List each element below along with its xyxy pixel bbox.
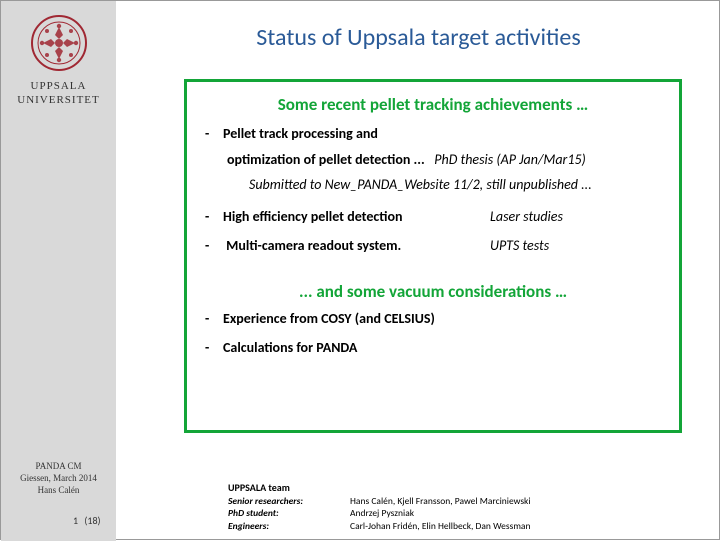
footer-location: Giessen, March 2014 — [1, 472, 116, 484]
page-current: 1 — [73, 514, 78, 527]
bullet-dash: - — [205, 125, 223, 143]
team-row-2: PhD student:Andrzej Pyszniak — [228, 507, 531, 520]
content-box: Some recent pellet tracking achievements… — [184, 79, 682, 433]
bullet-1-text: Pellet track processing and — [223, 125, 378, 142]
bullet-1-sub2: Submitted to New_PANDA_Website 11/2, sti… — [205, 176, 661, 194]
bullet-2-text: High efficiency pellet detection — [223, 208, 402, 225]
bullet-4-text: Experience from COSY (and CELSIUS) — [223, 310, 435, 327]
team-role-3: Engineers: — [228, 520, 350, 533]
section-heading-1: Some recent pellet tracking achievements… — [205, 94, 661, 115]
university-name-line1: UPPSALA — [17, 79, 100, 93]
bullet-2: -High efficiency pellet detection Laser … — [205, 208, 661, 226]
bullet-dash: - — [205, 237, 223, 255]
footer-event: PANDA CM — [1, 460, 116, 472]
bullet-1-sub-italic: PhD thesis (AP Jan/Mar15) — [434, 151, 586, 168]
team-row-3: Engineers:Carl-Johan Fridén, Elin Hellbe… — [228, 520, 531, 533]
university-name-line2: UNIVERSITET — [17, 93, 100, 107]
bullet-dash: - — [205, 310, 223, 328]
sidebar: UPPSALA UNIVERSITET PANDA CM Giessen, Ma… — [1, 1, 116, 541]
bullet-5-text: Calculations for PANDA — [223, 339, 357, 356]
team-role-2: PhD student: — [228, 507, 350, 520]
university-seal-icon — [29, 13, 89, 73]
page-number: 1 (18) — [73, 514, 101, 527]
bullet-1-sub: optimization of pellet detection ... PhD… — [205, 151, 661, 169]
team-names-1: Hans Calén, Kjell Fransson, Pawel Marcin… — [350, 495, 531, 507]
main-content: Status of Uppsala target activities Some… — [116, 1, 720, 541]
team-names-3: Carl-Johan Fridén, Elin Hellbeck, Dan We… — [350, 520, 530, 532]
bullet-1-sub-bold: optimization of pellet detection ... — [227, 151, 428, 168]
bullet-5: -Calculations for PANDA — [205, 339, 661, 357]
sidebar-footer: PANDA CM Giessen, March 2014 Hans Calén — [1, 460, 116, 496]
team-names-2: Andrzej Pyszniak — [350, 507, 414, 519]
team-row-1: Senior researchers:Hans Calén, Kjell Fra… — [228, 495, 531, 508]
bullet-dash: - — [205, 208, 223, 226]
university-name: UPPSALA UNIVERSITET — [17, 79, 100, 108]
bullet-3-note: UPTS tests — [490, 237, 661, 255]
footer-author: Hans Calén — [1, 484, 116, 496]
team-title: UPPSALA team — [228, 481, 531, 495]
bullet-dash: - — [205, 339, 223, 357]
section-heading-2: ... and some vacuum considerations … — [205, 281, 661, 302]
team-role-1: Senior researchers: — [228, 495, 350, 508]
bullet-3: - Multi-camera readout system. UPTS test… — [205, 237, 661, 255]
bullet-3-text: Multi-camera readout system. — [226, 237, 401, 254]
bullet-4: -Experience from COSY (and CELSIUS) — [205, 310, 661, 328]
bullet-2-note: Laser studies — [490, 208, 661, 226]
page-title: Status of Uppsala target activities — [116, 23, 720, 52]
team-block: UPPSALA team Senior researchers:Hans Cal… — [228, 481, 531, 533]
bullet-1: -Pellet track processing and — [205, 125, 661, 143]
page-total: (18) — [84, 514, 100, 527]
